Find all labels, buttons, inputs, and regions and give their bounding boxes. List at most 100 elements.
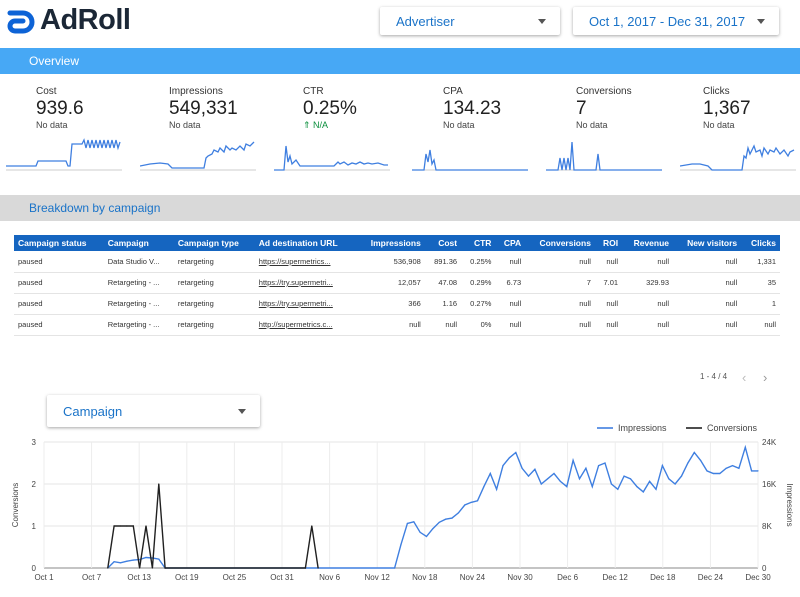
kpi-impressions: Impressions 549,331 No data [169,86,299,130]
table-cell: paused [14,251,104,273]
adroll-logo: AdRoll [6,4,131,37]
advertiser-dropdown[interactable]: Advertiser [380,7,560,35]
data-point-conversions [139,567,141,569]
table-cell: null [594,314,623,336]
y-right-tick-label: 0 [762,564,767,573]
column-header[interactable]: ROI [594,235,623,251]
kpi-cpa: CPA 134.23 No data [443,86,573,130]
adroll-logo-icon [7,10,35,33]
x-tick-label: Nov 24 [460,573,486,582]
overview-title: Overview [29,54,80,68]
data-point-conversions [113,525,115,527]
overview-section-header: Overview [0,48,800,74]
column-header[interactable]: Ad destination URL [254,235,357,251]
column-header[interactable]: Cost [424,235,462,251]
data-point-impressions [585,467,587,469]
table-cell: 0.25% [461,251,496,273]
url-link[interactable]: http://supermetrics.c... [254,314,357,336]
url-link[interactable]: https://try.supermetri... [254,272,357,294]
campaign-line-chart: 0 0 1 8K 2 16K 3 24K Oct 1 Oct 7 Oct 13 Oct 19 Oct 2… [11,423,794,582]
column-header[interactable]: CTR [461,235,496,251]
x-tick-label: Dec 6 [557,573,578,582]
legend-label: Conversions [707,423,758,433]
data-point-impressions [725,467,727,469]
table-cell: 6.73 [495,272,526,294]
data-point-impressions [636,486,638,488]
data-point-impressions [521,467,523,469]
campaign-filter-dropdown[interactable]: Campaign [47,395,260,427]
kpi-comparison: No data [703,120,735,130]
table-cell: Data Studio V... [103,251,174,273]
x-tick-label: Nov 18 [412,573,438,582]
column-header[interactable]: Revenue [622,235,674,251]
data-point-impressions [661,465,664,467]
table-cell: paused [14,314,104,336]
kpi-comparison: No data [576,120,608,130]
table-cell: retargeting [173,251,255,273]
kpi-comparison: No data [36,120,68,130]
data-point-impressions [515,451,517,454]
column-header[interactable]: Clicks [741,235,780,251]
data-point-impressions [502,465,504,467]
data-point-impressions [547,478,549,480]
column-header[interactable]: Campaign status [14,235,104,251]
table-cell: Retargeting - ... [103,314,174,336]
url-link[interactable]: https://try.supermetri... [254,293,357,315]
pagination-status: 1 - 4 / 4 [700,372,728,381]
date-range-dropdown[interactable]: Oct 1, 2017 - Dec 31, 2017 [573,7,779,35]
data-point-impressions [406,522,408,524]
x-tick-label: Oct 19 [175,573,199,582]
x-tick-label: Dec 18 [650,573,676,582]
x-tick-label: Dec 24 [698,573,724,582]
y-right-axis-title: Impressions [785,483,794,526]
data-point-impressions [119,562,122,564]
data-point-impressions [425,535,428,538]
data-point-conversions [158,483,160,485]
column-header[interactable]: CPA [495,235,526,251]
data-point-impressions [534,468,536,470]
x-tick-label: Dec 12 [603,573,629,582]
date-range-label: Oct 1, 2017 - Dec 31, 2017 [589,13,746,29]
data-point-impressions [400,543,402,545]
data-point-impressions [731,465,734,467]
table-cell: null [673,314,742,336]
kpi-label: Clicks [703,86,730,97]
table-cell: retargeting [173,293,255,315]
table-row: paused Retargeting - ... retargeting htt… [14,314,780,336]
chevron-left-icon[interactable]: ‹ [742,370,747,385]
data-point-conversions [119,525,122,527]
sparkline-cpa [412,149,528,171]
data-point-impressions [744,446,746,448]
column-header[interactable]: Conversions [525,235,595,251]
data-point-impressions [674,483,676,485]
table-cell: null [622,251,674,273]
table-cell: null [741,314,780,336]
url-link[interactable]: https://supermetrics... [254,251,357,273]
sparkline-cost [6,138,122,171]
data-point-impressions [438,521,440,523]
data-point-impressions [712,472,715,475]
chevron-down-icon [757,19,765,24]
table-cell: null [673,272,742,294]
campaign-filter-label: Campaign [63,403,123,419]
data-point-impressions [413,521,415,523]
sparkline-impressions [140,141,256,171]
column-header[interactable]: New visitors [673,235,742,251]
kpi-comparison: No data [443,120,475,130]
legend-label: Impressions [618,423,667,433]
chevron-right-icon[interactable]: › [763,370,768,385]
data-point-impressions [693,451,695,454]
column-header[interactable]: Campaign type [173,235,255,251]
data-point-conversions [132,525,134,527]
data-point-impressions [623,475,625,477]
column-header[interactable]: Impressions [356,235,425,251]
data-point-impressions [451,517,453,519]
column-header[interactable]: Campaign [103,235,174,251]
data-point-impressions [598,465,600,467]
data-point-impressions [680,475,683,477]
sparkline-ctr [274,145,390,171]
table-cell: 7 [525,272,595,294]
kpi-value: 1,367 [703,98,751,119]
y-right-tick-label: 8K [762,522,772,531]
table-cell: 7.01 [594,272,623,294]
